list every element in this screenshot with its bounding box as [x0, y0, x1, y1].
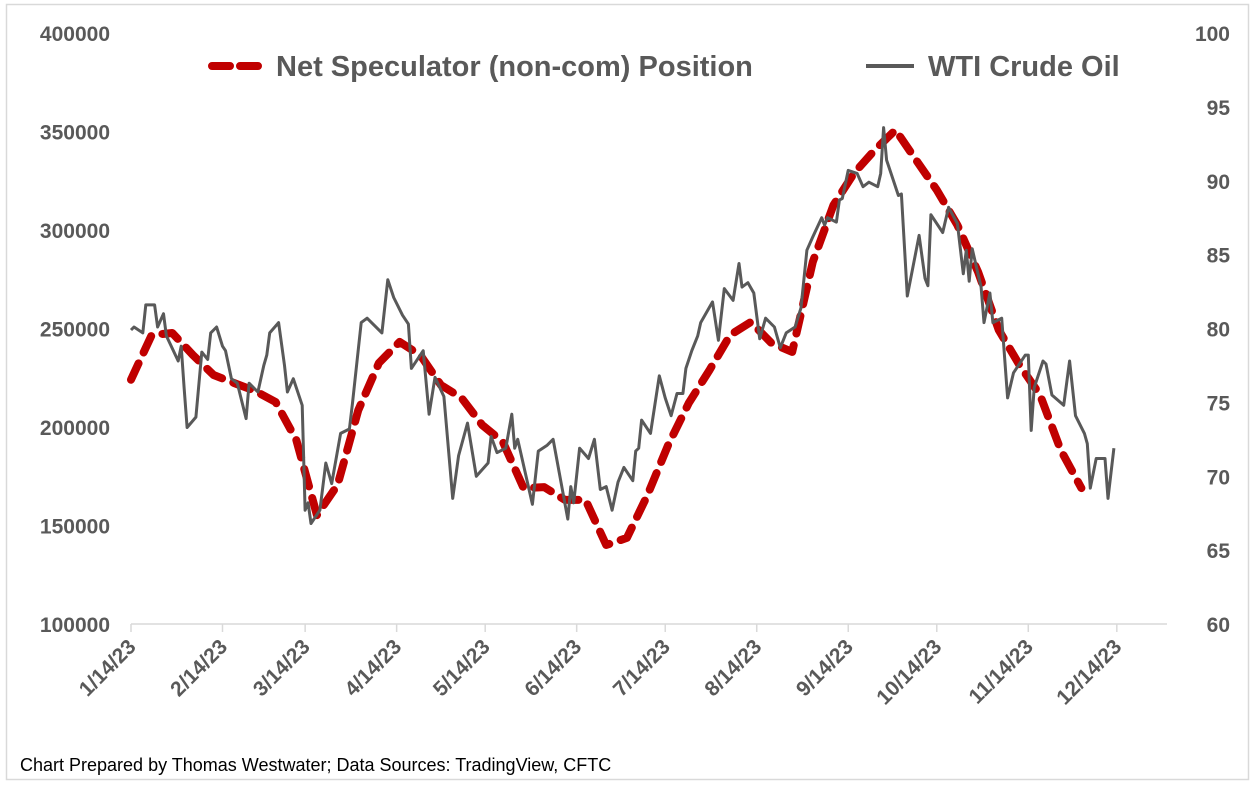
left-axis: 100000 150000 200000 250000 300000 350000 4000…: [40, 23, 110, 637]
left-axis-tick-label: 200000: [40, 417, 110, 440]
left-axis-tick-label: 100000: [40, 614, 110, 637]
plot-area: [127, 125, 1116, 549]
left-axis-tick-label: 300000: [40, 220, 110, 243]
right-axis-tick-label: 75: [1207, 392, 1231, 415]
right-axis-tick-label: 100: [1195, 23, 1230, 46]
left-axis-tick-label: 350000: [40, 122, 110, 145]
series-line-wti-crude-oil: [129, 126, 1116, 525]
right-axis-tick-label: 90: [1207, 171, 1230, 194]
chart-footer: Chart Prepared by Thomas Westwater; Data…: [20, 755, 611, 775]
right-axis-tick-label: 80: [1207, 319, 1230, 342]
chart-border: [5, 3, 1250, 781]
right-axis-tick-label: 95: [1207, 97, 1231, 120]
legend-label-wti: WTI Crude Oil: [928, 51, 1120, 83]
left-axis-tick-label: 400000: [40, 23, 110, 46]
left-axis-tick-label: 250000: [40, 319, 110, 342]
right-axis-tick-label: 70: [1207, 466, 1230, 489]
right-axis: 60 65 70 75 80 85 90 95 100: [1195, 23, 1230, 637]
left-axis-tick-label: 150000: [40, 516, 110, 539]
right-axis-tick-label: 60: [1207, 614, 1230, 637]
right-axis-tick-label: 85: [1207, 245, 1231, 268]
legend: Net Speculator (non-com) Position WTI Cr…: [208, 51, 1120, 83]
series-line-net-speculator: [127, 125, 1086, 549]
right-axis-tick-label: 65: [1207, 540, 1231, 563]
legend-label-net-speculator: Net Speculator (non-com) Position: [276, 51, 753, 83]
